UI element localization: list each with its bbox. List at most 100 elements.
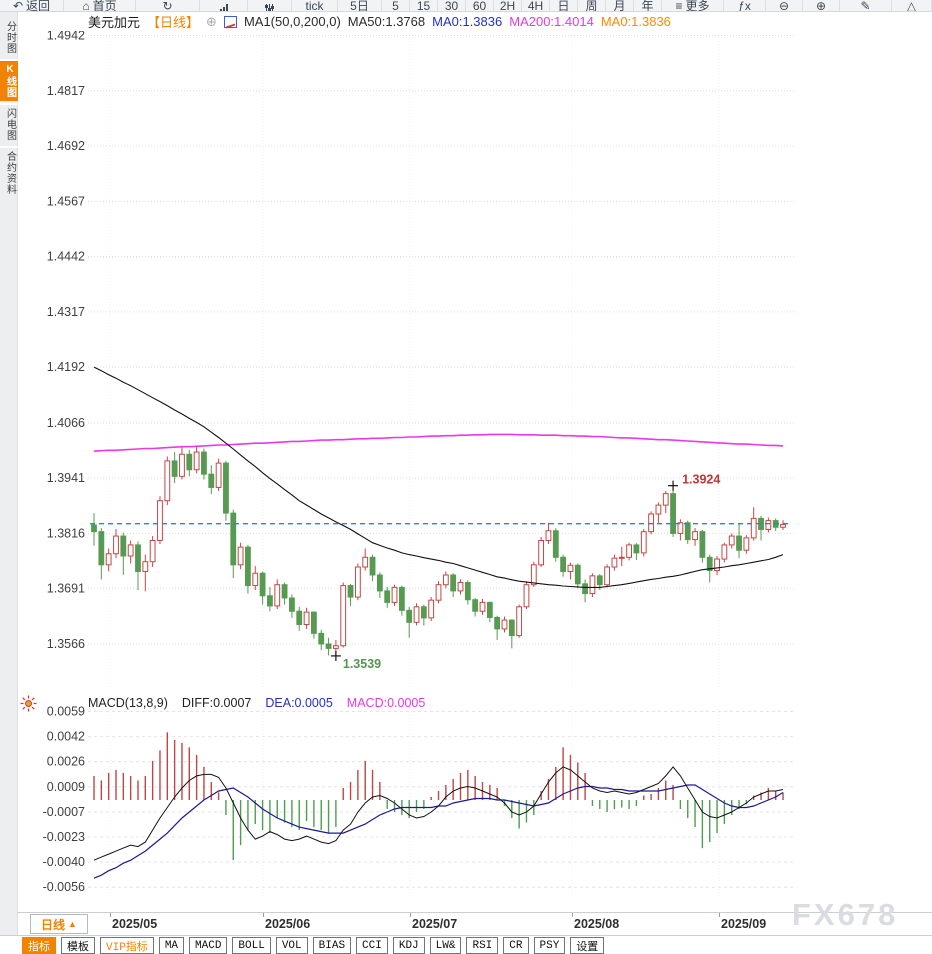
toolbar-button-fx[interactable]: ƒx	[724, 0, 766, 12]
svg-text:1.4692: 1.4692	[47, 139, 85, 153]
top-toolbar: ↶ 返回 ⌂ 首页 ↻ tick 5日 5 15 30 60 2H 4H 日周 月年 ≡ 更多 ƒx ⊖ ⊕ ✎ △	[0, 0, 932, 12]
svg-text:1.4567: 1.4567	[47, 194, 85, 208]
line-chart-icon	[223, 15, 237, 28]
svg-text:1.3691: 1.3691	[47, 582, 85, 596]
svg-text:1.4317: 1.4317	[47, 305, 85, 319]
x-axis-label: 2025/05	[112, 917, 158, 931]
indicator-button-bias[interactable]: BIAS	[312, 937, 352, 954]
sidebar-item-kline-chart[interactable]: K线图	[0, 59, 18, 101]
toolbar-button-week[interactable]: 周	[578, 0, 606, 12]
indicator-toolbar: 指标 模板 VIP指标 MA MACD BOLL VOL BIAS CCI KDJ LW& RSI CR…	[0, 935, 932, 954]
pencil-icon: ✎	[860, 0, 871, 12]
x-axis-tick	[719, 913, 720, 917]
toolbar-button-month[interactable]: 月	[606, 0, 634, 12]
toolbar-button-year[interactable]: 年	[634, 0, 662, 11]
period-selector-button[interactable]: 日线 ▲	[30, 914, 88, 934]
toolbar-button-5[interactable]: 5	[382, 0, 410, 12]
ma0-blue-value: MA0:1.3836	[432, 14, 503, 29]
toolbar-label-2h: 2H	[499, 0, 516, 12]
symbol-name: 美元加元	[88, 15, 141, 30]
indicator-button-ma[interactable]: MA	[158, 937, 185, 954]
toolbar-label-more: 更多	[685, 0, 710, 12]
refresh-icon: ↻	[162, 0, 173, 12]
indicator-button-macd[interactable]: MACD	[189, 937, 228, 954]
indicator-button-vol[interactable]: VOL	[275, 937, 308, 954]
x-axis-bar: 日线 ▲ 2025/05 2025/06 2025/07 2025/08 2025/09	[18, 912, 932, 935]
fx-icon: ƒx	[738, 0, 751, 12]
zoom-out-icon: ⊖	[778, 0, 790, 12]
toolbar-button-zoom-out[interactable]: ⊖	[766, 0, 803, 12]
indicator-button-psy[interactable]: PSY	[533, 937, 566, 954]
svg-text:1.4442: 1.4442	[47, 250, 85, 264]
x-axis-label: 2025/06	[265, 917, 311, 931]
ma-settings: MA1(50,0,200,0)	[243, 14, 341, 29]
toolbar-label-week: 周	[585, 0, 598, 12]
indicator-button-templates[interactable]: 模板	[61, 937, 95, 954]
indicator-button-settings[interactable]: 设置	[570, 937, 605, 954]
sidebar-item-contract-info[interactable]: 合约资料	[0, 146, 18, 198]
toolbar-button-2h[interactable]: 2H	[494, 0, 522, 12]
toolbar-button-60[interactable]: 60	[466, 0, 494, 12]
indicator-button-rsi[interactable]: RSI	[466, 937, 499, 954]
toolbar-button-back[interactable]: ↶ 返回	[0, 0, 64, 12]
indicator-button-kdj[interactable]: KDJ	[392, 937, 425, 954]
toolbar-button-more[interactable]: ≡ 更多	[662, 0, 724, 12]
svg-text:1.4942: 1.4942	[47, 31, 85, 43]
toolbar-button-zoom-in[interactable]: ⊕	[803, 0, 840, 12]
sidebar-item-time-chart[interactable]: 分时图	[4, 21, 16, 54]
toolbar-button-4h[interactable]: 4H	[522, 0, 550, 12]
toolbar-button-bar-chart[interactable]	[200, 0, 248, 11]
indicator-button-boll[interactable]: BOLL	[232, 937, 271, 954]
toolbar-button-5d[interactable]: 5日	[338, 0, 382, 12]
indicator-button-vip-indicators[interactable]: VIP指标	[100, 937, 154, 954]
macd-dea-value: DEA:0.0005	[265, 696, 333, 710]
x-axis-label: 2025/09	[721, 917, 767, 931]
ma200-value: MA200:1.4014	[509, 14, 594, 29]
period-selector-label: 日线	[41, 917, 66, 932]
toolbar-button-30[interactable]: 30	[438, 0, 466, 12]
triangle-icon: △	[906, 0, 917, 12]
macd-diff-value: DIFF:0.0007	[181, 696, 252, 710]
svg-text:0.0009: 0.0009	[47, 780, 85, 794]
chart-canvas[interactable]: 1.4942 1.4817 1.4692 1.4567 1.4442 1.4317 1.41…	[18, 31, 932, 912]
ma0-orange-value: MA0:1.3836	[600, 14, 671, 29]
macd-settings: MACD(13,8,9)	[88, 696, 168, 710]
sidebar-item-lightning-chart[interactable]: 闪电图	[0, 103, 18, 144]
toolbar-button-equalizer[interactable]	[248, 0, 292, 11]
svg-text:-0.0056: -0.0056	[43, 880, 85, 894]
toolbar-button-shapes[interactable]: △	[892, 0, 932, 12]
toolbar-label-30: 30	[444, 0, 459, 12]
toolbar-button-day[interactable]: 日	[550, 0, 578, 11]
svg-text:1.3924: 1.3924	[682, 473, 720, 487]
add-symbol-icon[interactable]: ⊕	[206, 13, 217, 29]
x-axis-label: 2025/08	[574, 917, 620, 931]
chevron-up-icon: ▲	[68, 919, 77, 929]
toolbar-button-home[interactable]: ⌂ 首页	[64, 0, 136, 11]
back-icon: ↶	[12, 0, 24, 12]
toolbar-button-refresh[interactable]: ↻	[136, 0, 200, 12]
indicator-button-indicators[interactable]: 指标	[22, 937, 56, 954]
toolbar-label-60: 60	[472, 0, 487, 12]
toolbar-button-draw[interactable]: ✎	[840, 0, 892, 12]
toolbar-label-5: 5	[392, 0, 399, 12]
toolbar-label-tick: tick	[305, 0, 324, 12]
period-label: 【日线】	[147, 15, 200, 30]
toolbar-button-tick[interactable]: tick	[292, 0, 338, 12]
svg-text:1.4817: 1.4817	[47, 84, 85, 98]
toolbar-label-month: 月	[613, 0, 626, 12]
x-axis-tick	[572, 913, 573, 917]
zoom-in-icon: ⊕	[815, 0, 827, 12]
ma50-value: MA50:1.3768	[347, 14, 426, 29]
chart-type-sidebar: 分时图 K线图闪电图合约资料	[0, 12, 18, 954]
toolbar-label-4h: 4H	[527, 0, 544, 12]
svg-text:1.4192: 1.4192	[47, 360, 85, 374]
indicator-button-cr[interactable]: CR	[503, 937, 529, 954]
toolbar-button-15[interactable]: 15	[410, 0, 438, 11]
indicator-button-lw[interactable]: LW&	[429, 937, 462, 954]
x-axis-tick	[110, 913, 111, 917]
toolbar-label-5d: 5日	[350, 0, 369, 12]
indicator-sun-icon[interactable]	[20, 695, 37, 712]
svg-text:1.4066: 1.4066	[47, 416, 85, 430]
indicator-button-cci[interactable]: CCI	[356, 937, 388, 954]
